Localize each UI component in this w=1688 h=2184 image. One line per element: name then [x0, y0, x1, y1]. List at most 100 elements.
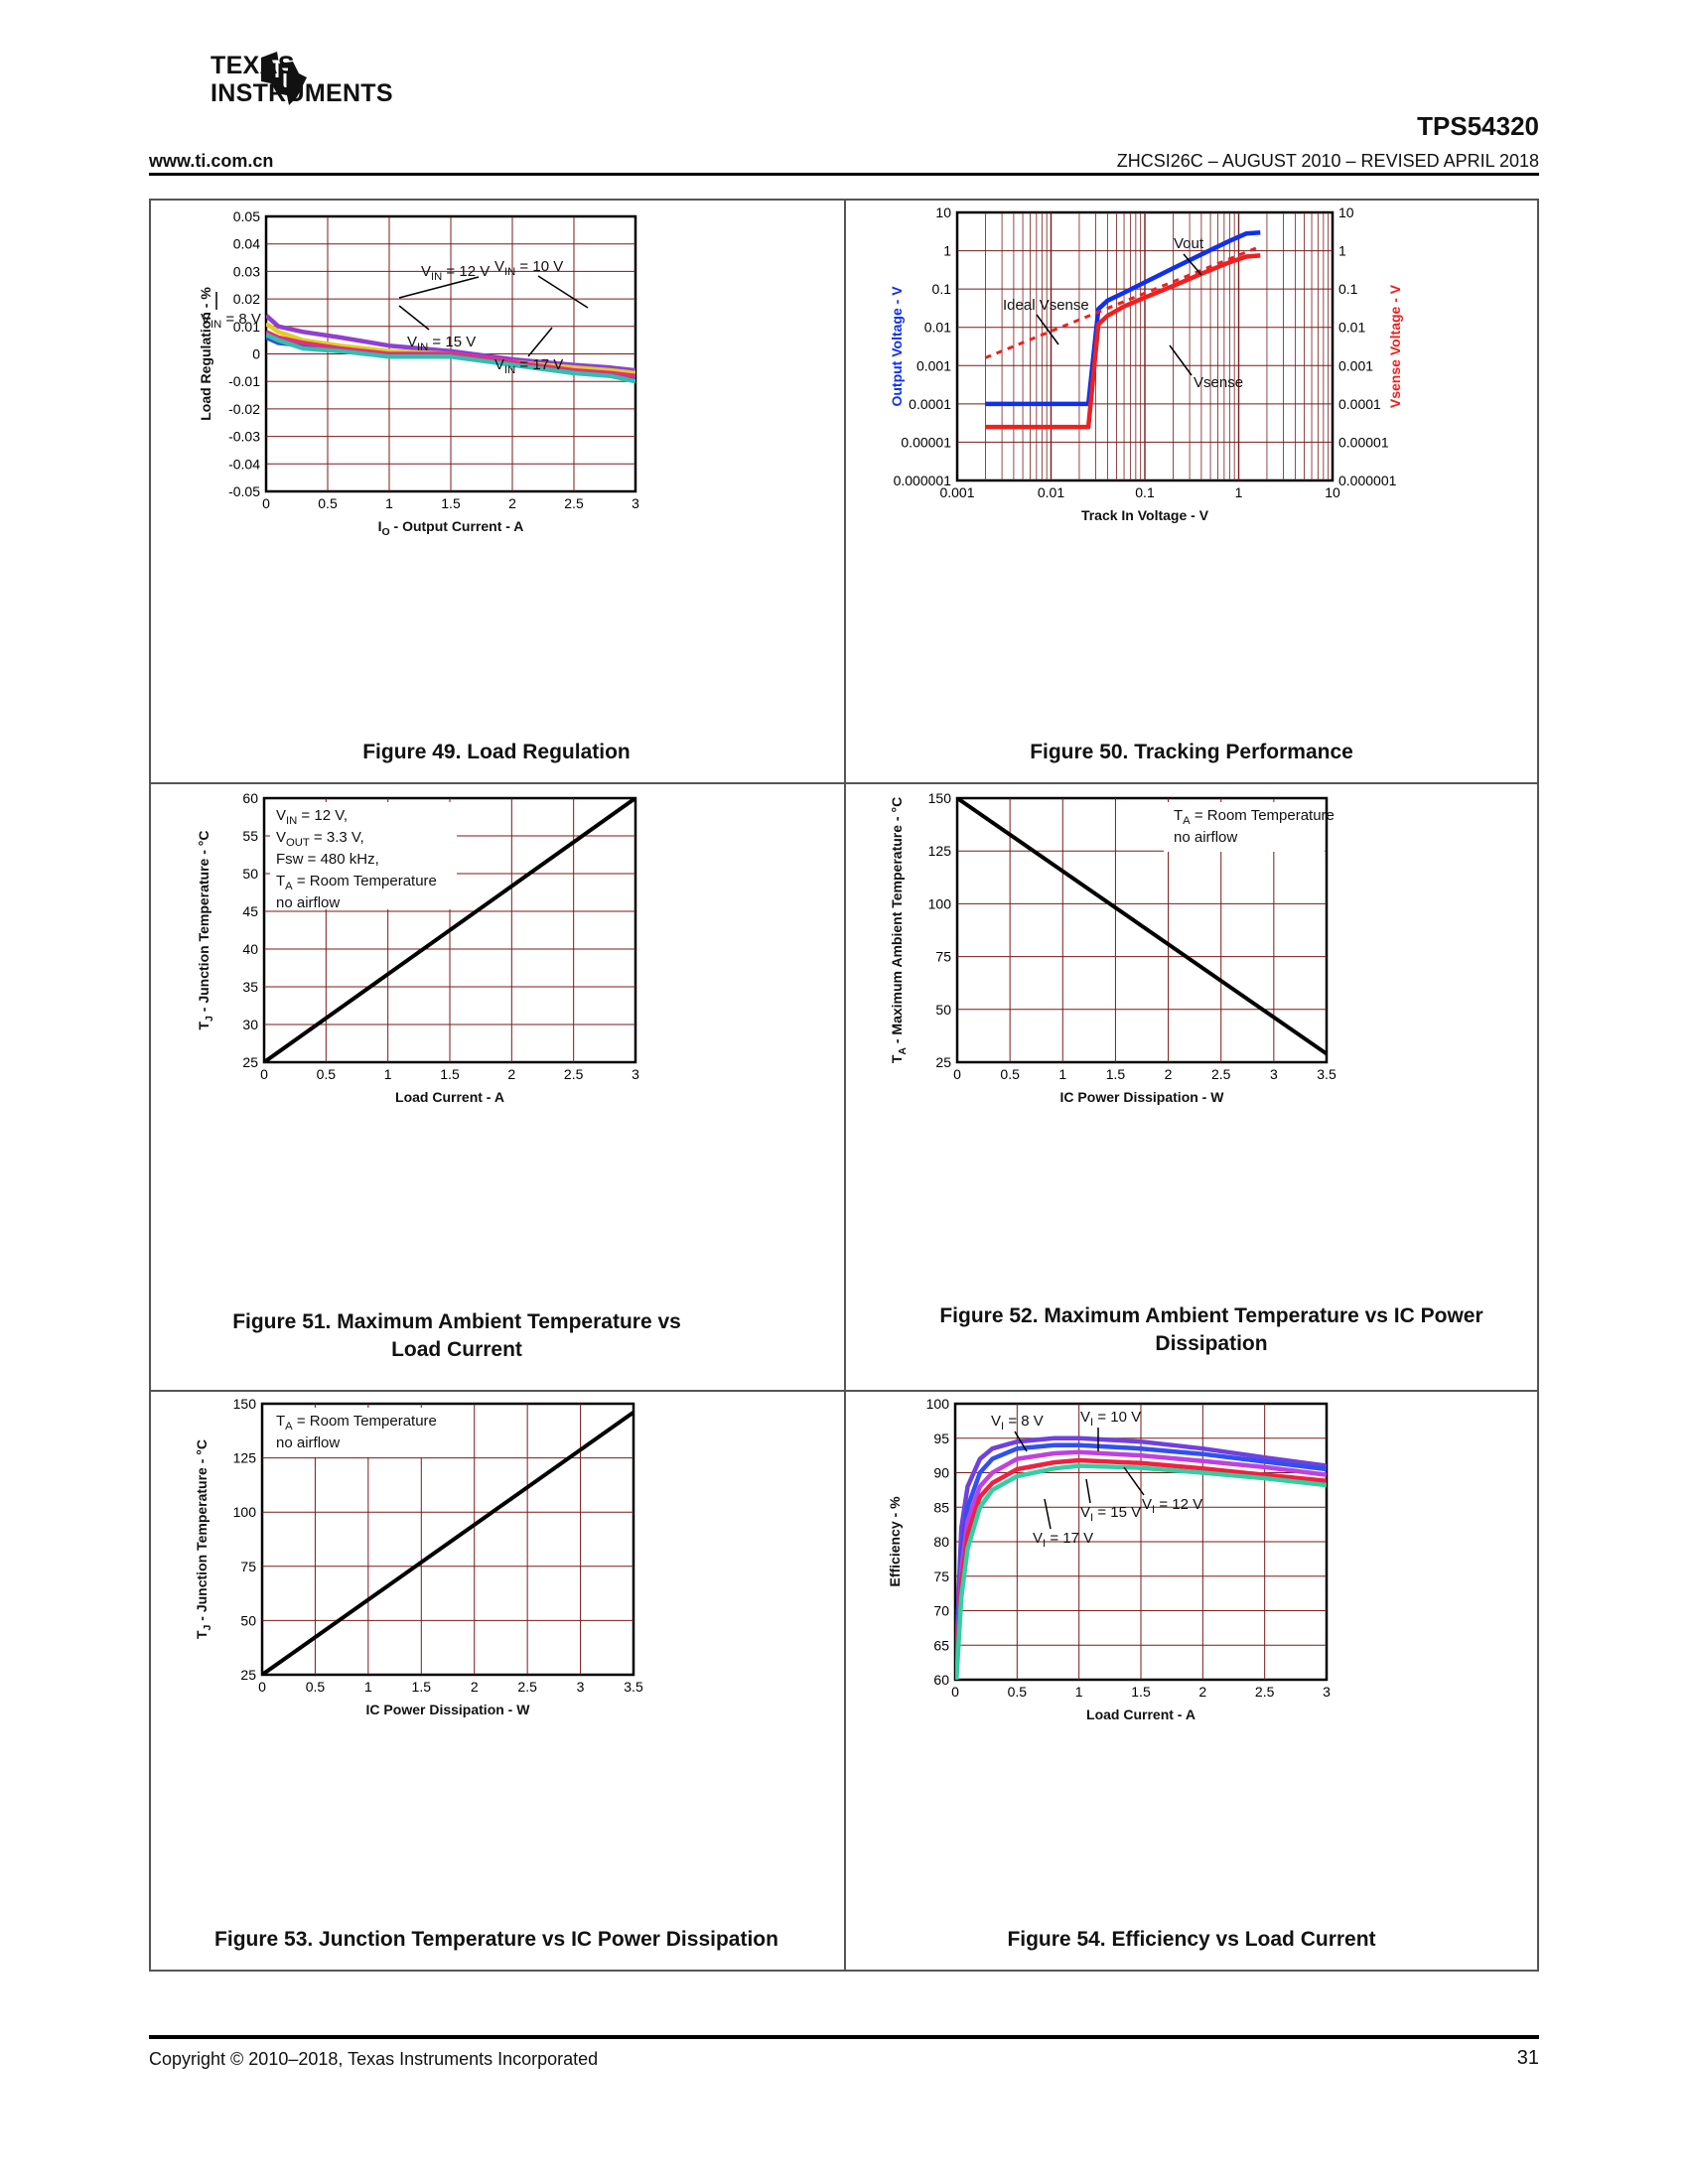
fig50-ytick-label: 1 [943, 243, 951, 259]
fig52-y-axis-label: TA - Maximum Ambient Temperature - °C [889, 797, 909, 1063]
fig50-ytick-label: 0.001 [916, 357, 951, 373]
fig54-xtick-label: 1.5 [1131, 1684, 1151, 1700]
fig54-x-axis-label: Load Current - A [1086, 1706, 1196, 1722]
fig52-ytick-label: 125 [928, 843, 952, 859]
footer-rule [149, 2035, 1539, 2039]
fig54-annotation-arrow-vi15 [1085, 1478, 1091, 1504]
fig54-xtick-label: 0.5 [1008, 1684, 1028, 1700]
fig50-ytick-label: 0.0001 [909, 396, 951, 412]
fig52-notes-box [1164, 802, 1325, 852]
fig50-y-axis-label: Output Voltage - V [889, 286, 905, 407]
fig54-ytick-label: 60 [933, 1672, 949, 1688]
fig54-xtick-label: 1 [1075, 1684, 1083, 1700]
fig50-annotation-arrow-ideal-vsense [1036, 314, 1059, 345]
fig52-xtick-label: 1.5 [1106, 1066, 1126, 1082]
header-rule [149, 173, 1539, 176]
fig49-y-axis-label: Load Regulation - % [198, 287, 213, 421]
fig51-ytick-label: 40 [242, 941, 258, 957]
fig54-ytick-label: 70 [933, 1603, 949, 1619]
fig54-series-vi-8-v [955, 1435, 1327, 1653]
fig49-annotation-arrow-vin15 [398, 305, 430, 331]
fig51-note-line: Fsw = 480 kHz, [276, 851, 379, 868]
fig54-ytick-label: 100 [926, 1396, 950, 1412]
fig50-y2-axis-label: Vsense Voltage - V [1387, 284, 1403, 408]
fig53-x-axis-label: IC Power Dissipation - W [366, 1702, 531, 1717]
fig53-ytick-label: 25 [240, 1667, 256, 1683]
fig53-ytick-label: 50 [240, 1612, 256, 1628]
chart-fig49: 0 0.5 1 1.5 2 2.5 3 0.05 0.04 0.03 0.02 0.01 0 -0.01 -… [198, 208, 639, 538]
caption-fig50: Figure 50. Tracking Performance [1030, 741, 1353, 763]
fig53-ytick-label: 150 [233, 1396, 257, 1412]
fig52-xtick-label: 0.5 [1000, 1066, 1020, 1082]
fig53-series-tj [262, 1411, 633, 1675]
fig50-ytick-label: 0.00001 [901, 434, 951, 450]
fig53-xtick-label: 2 [471, 1679, 479, 1695]
company-wordmark: TEXAS INSTRUMENTS [211, 52, 393, 107]
fig53-note-line: TA = Room Temperature [276, 1413, 437, 1433]
fig52-series-ta [957, 798, 1327, 1056]
fig49-ytick-label: 0.04 [233, 236, 260, 252]
fig50-y2tick-label: 0.01 [1338, 320, 1365, 336]
fig49-xtick-label: 0 [262, 495, 270, 511]
fig52-xtick-label: 1 [1058, 1066, 1066, 1082]
fig49-ytick-label: 0.05 [233, 208, 260, 224]
doc-id: ZHCSI26C – AUGUST 2010 – REVISED APRIL 2… [1116, 151, 1539, 171]
fig51-xtick-label: 1.5 [440, 1066, 460, 1082]
fig49-annotation-arrow-vin10 [537, 275, 589, 309]
fig54-series-vi-17-v [955, 1463, 1327, 1680]
fig52-ytick-label: 25 [935, 1054, 951, 1070]
fig49-xtick-label: 2.5 [564, 495, 584, 511]
fig50-annotation-vout: Vout [1174, 235, 1204, 252]
fig54-xtick-label: 3 [1323, 1684, 1331, 1700]
fig51-xtick-label: 0.5 [317, 1066, 337, 1082]
grid-divider-row2 [149, 1390, 1539, 1392]
copyright: Copyright © 2010–2018, Texas Instruments… [149, 2049, 599, 2069]
fig51-note-line: no airflow [276, 894, 340, 911]
fig54-ytick-label: 95 [933, 1431, 949, 1446]
fig49-ytick-label: 0.03 [233, 263, 260, 279]
fig49-xtick-label: 0.5 [318, 495, 338, 511]
fig54-annotation-vi10: VI = 10 V [1080, 1409, 1141, 1429]
fig50-xtick-label: 1 [1235, 484, 1243, 500]
chart-fig54: 0 0.5 1 1.5 2 2.5 3 100 95 90 85 80 75 70 65 60 Load Cur… [887, 1396, 1331, 1722]
fig53-xtick-label: 3.5 [624, 1679, 643, 1695]
fig51-ytick-label: 35 [242, 979, 258, 995]
fig50-xtick-label: 0.1 [1135, 484, 1155, 500]
fig49-series-vin-15-v [266, 330, 635, 378]
fig54-annotation-vi8: VI = 8 V [991, 1413, 1044, 1433]
fig51-ytick-label: 55 [242, 828, 258, 844]
chart-fig52: 0 0.5 1 1.5 2 2.5 3 3.5 150 125 100 75 50 25 IC Power … [889, 790, 1336, 1105]
fig54-series-vi-12-v [955, 1449, 1327, 1674]
fig49-annotation-arrow-vin12 [398, 276, 480, 299]
fig54-ytick-label: 80 [933, 1534, 949, 1550]
site-url[interactable]: www.ti.com.cn [149, 151, 274, 171]
fig52-note-line: TA = Room Temperature [1174, 807, 1335, 827]
fig54-xtick-label: 0 [951, 1684, 959, 1700]
fig49-annotation-vin17: VIN = 17 V [494, 356, 563, 376]
fig52-xtick-label: 2.5 [1211, 1066, 1231, 1082]
fig54-ytick-label: 85 [933, 1499, 949, 1515]
fig50-xtick-label: 0.001 [939, 484, 974, 500]
fig52-xtick-label: 0 [953, 1066, 961, 1082]
caption-fig49: Figure 49. Load Regulation [362, 741, 631, 763]
fig53-y-axis-label: TJ - Junction Temperature - °C [194, 1439, 213, 1639]
fig51-y-axis-label: TJ - Junction Temperature - °C [196, 831, 215, 1030]
fig51-series-tj [264, 798, 635, 1062]
fig49-xtick-label: 3 [632, 495, 639, 511]
fig53-xtick-label: 1 [364, 1679, 372, 1695]
part-number: TPS54320 [1417, 111, 1539, 141]
fig51-x-axis-label: Load Current - A [395, 1089, 504, 1105]
fig51-ytick-label: 60 [242, 790, 258, 806]
fig50-ytick-label: 0.000001 [894, 473, 952, 488]
fig49-ytick-label: -0.02 [228, 401, 260, 417]
fig54-ytick-label: 65 [933, 1637, 949, 1653]
fig49-annotation-arrow-vin17 [527, 327, 553, 357]
fig50-ytick-label: 10 [935, 205, 951, 220]
fig50-y2tick-label: 10 [1338, 205, 1354, 220]
fig54-series-vi-10-v [955, 1442, 1327, 1667]
fig50-annotation-vsense: Vsense [1194, 374, 1243, 391]
fig51-ytick-label: 45 [242, 903, 258, 919]
fig51-xtick-label: 2 [507, 1066, 515, 1082]
fig49-annotation-vin8: VIN = 8 V [201, 311, 261, 331]
fig49-ytick-label: 0.02 [233, 291, 260, 307]
